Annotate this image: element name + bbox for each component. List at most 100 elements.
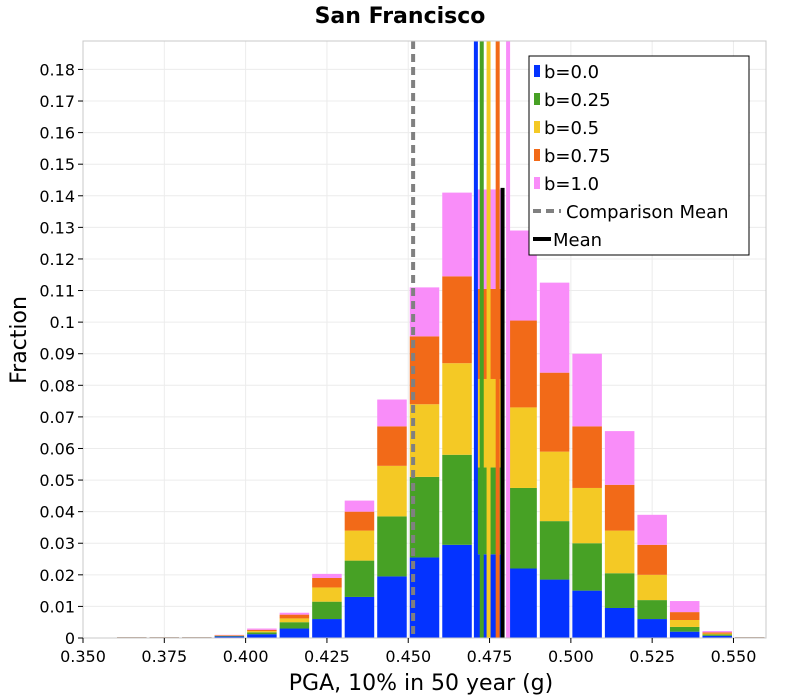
y-tick-label: 0.13	[39, 218, 75, 237]
legend-label: b=0.5	[544, 118, 599, 139]
chart-title: San Francisco	[315, 4, 486, 29]
bar-segment-b-0_25	[669, 626, 700, 632]
bar-segment-b-0_75	[669, 612, 700, 620]
bar-segment-b-1_0	[312, 573, 342, 578]
bar-segment-b-0_5	[669, 619, 700, 627]
bar-segment-b-0_5	[214, 635, 245, 636]
bar-segment-b-0_75	[637, 544, 667, 575]
y-tick-label: 0.04	[39, 503, 75, 522]
bar-segment-b-1_0	[279, 612, 310, 615]
bar-segment-b-0_25	[279, 622, 310, 629]
x-tick-label: 0.500	[548, 647, 594, 666]
bar-segment-b-0_25	[312, 601, 342, 620]
bar-segment-b-0_75	[214, 635, 245, 636]
legend-swatch	[534, 93, 540, 105]
x-tick-label: 0.375	[141, 647, 187, 666]
y-tick-label: 0.11	[39, 282, 75, 301]
mean-lines	[411, 41, 511, 638]
x-tick-label: 0.525	[629, 647, 675, 666]
bar-segment-b-0_5	[507, 407, 537, 488]
bar-segment-b-1_0	[247, 628, 277, 630]
bar-segment-b-0_75	[507, 320, 537, 408]
bar-segment-b-0_5	[312, 587, 342, 602]
y-tick-label: 0.18	[39, 60, 75, 79]
bar-segment-b-0_0	[442, 544, 472, 638]
legend-label: Mean	[553, 230, 602, 251]
y-tick-label: 0.06	[39, 439, 75, 458]
legend-swatch	[534, 149, 540, 161]
bar-segment-b-0_0	[247, 634, 277, 638]
x-tick-label: 0.550	[711, 647, 757, 666]
bar-segment-b-0_75	[312, 577, 342, 588]
x-tick-label: 0.400	[223, 647, 269, 666]
y-tick-label: 0.05	[39, 471, 75, 490]
legend: b=0.0 b=0.25 b=0.5 b=0.75 b=1.0 Comparison Me…	[528, 55, 750, 256]
bar-segment-b-0_25	[442, 454, 472, 545]
bar-segment-b-0_75	[702, 632, 732, 634]
bar-segment-b-0_75	[344, 511, 375, 531]
bar-segment-b-0_75	[539, 372, 570, 452]
bar-segment-b-0_0	[702, 635, 732, 638]
bar-segment-b-0_75	[442, 276, 472, 364]
y-tick-label: 0.08	[39, 376, 75, 395]
bar-segment-b-0_0	[539, 579, 570, 638]
y-tick-label: 0.17	[39, 92, 75, 111]
y-axis-ticks: 0 0.01 0.02 0.03 0.04 0.05 0.06 0.07 0.08 0.09 0.1…	[39, 60, 83, 648]
y-tick-label: 0.1	[50, 313, 75, 332]
bar-segment-b-0_0	[344, 596, 375, 638]
bar-segment-b-0_5	[604, 530, 635, 574]
bar-segment-b-1_0	[442, 192, 472, 277]
bar-segment-b-0_0	[214, 636, 245, 638]
bar-segment-b-1_0	[539, 282, 570, 373]
bar-segment-b-0_25	[377, 516, 407, 577]
bar-segment-b-0_5	[702, 633, 732, 635]
bar-segment-b-1_0	[377, 399, 407, 427]
y-tick-label: 0.03	[39, 534, 75, 553]
bar-segment-b-0_75	[377, 426, 407, 466]
legend-box	[528, 55, 750, 256]
y-tick-label: 0.14	[39, 187, 75, 206]
y-tick-label: 0.15	[39, 155, 75, 174]
legend-label: b=0.0	[544, 62, 599, 83]
x-tick-label: 0.350	[60, 647, 106, 666]
bar-segment-b-0_0	[507, 568, 537, 638]
y-tick-label: 0.12	[39, 250, 75, 269]
bar-segment-b-0_5	[344, 530, 375, 561]
bar-segment-b-0_5	[572, 487, 602, 544]
legend-label: Comparison Mean	[566, 202, 729, 223]
bar-segment-b-0_5	[377, 465, 407, 517]
y-tick-label: 0.07	[39, 408, 75, 427]
bar-segment-b-0_0	[312, 619, 342, 638]
bar-segment-b-0_0	[279, 628, 310, 638]
legend-label: b=0.75	[544, 146, 611, 167]
y-tick-label: 0.01	[39, 597, 75, 616]
bar-segment-b-0_0	[604, 607, 635, 638]
bar-segment-b-0_5	[409, 404, 440, 477]
bar-segment-b-0_75	[279, 614, 310, 619]
bar-segment-b-0_25	[572, 543, 602, 591]
bar-segment-b-0_0	[409, 557, 440, 638]
bar-segment-b-0_25	[637, 600, 667, 620]
bar-segment-b-1_0	[637, 514, 667, 545]
bar-segment-b-0_5	[539, 451, 570, 522]
stacked-bars	[117, 189, 765, 638]
y-tick-label: 0.02	[39, 566, 75, 585]
legend-swatch	[534, 177, 540, 189]
bar-segment-b-0_75	[572, 426, 602, 488]
x-axis-ticks: 0.350 0.375 0.400 0.425 0.450 0.475 0.500 0.525…	[60, 638, 756, 666]
y-tick-label: 0.09	[39, 345, 75, 364]
bar-segment-b-0_25	[702, 634, 732, 636]
bar-segment-b-1_0	[572, 353, 602, 427]
bar-segment-b-0_25	[214, 635, 245, 637]
bar-segment-b-0_25	[247, 632, 277, 635]
bar-segment-b-0_0	[572, 590, 602, 638]
bar-segment-b-0_0	[637, 619, 667, 638]
bar-segment-b-0_5	[637, 574, 667, 601]
bar-segment-b-0_0	[669, 631, 700, 638]
bar-segment-b-0_5	[279, 618, 310, 623]
bar-segment-b-0_75	[247, 629, 277, 632]
bar-segment-b-0_25	[507, 487, 537, 569]
legend-swatch	[534, 65, 540, 77]
y-tick-label: 0	[65, 629, 75, 648]
